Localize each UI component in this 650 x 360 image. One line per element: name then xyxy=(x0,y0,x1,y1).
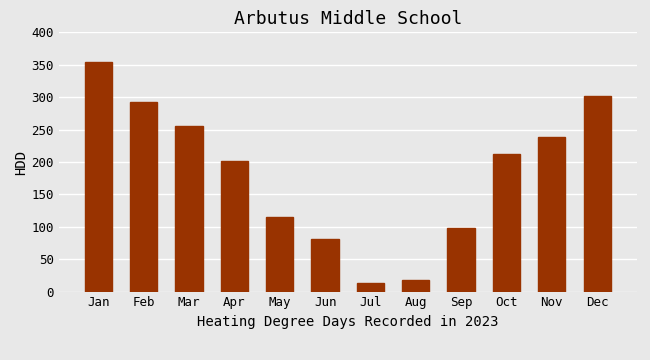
Bar xyxy=(402,280,430,292)
Bar xyxy=(266,217,293,292)
Bar xyxy=(130,102,157,292)
Bar xyxy=(357,283,384,292)
Bar xyxy=(447,228,474,292)
X-axis label: Heating Degree Days Recorded in 2023: Heating Degree Days Recorded in 2023 xyxy=(197,315,499,329)
Bar xyxy=(221,161,248,292)
Bar xyxy=(176,126,203,292)
Bar xyxy=(311,239,339,292)
Bar xyxy=(493,154,520,292)
Bar xyxy=(584,96,611,292)
Bar xyxy=(84,62,112,292)
Y-axis label: HDD: HDD xyxy=(14,149,29,175)
Bar xyxy=(538,137,566,292)
Title: Arbutus Middle School: Arbutus Middle School xyxy=(233,10,462,28)
